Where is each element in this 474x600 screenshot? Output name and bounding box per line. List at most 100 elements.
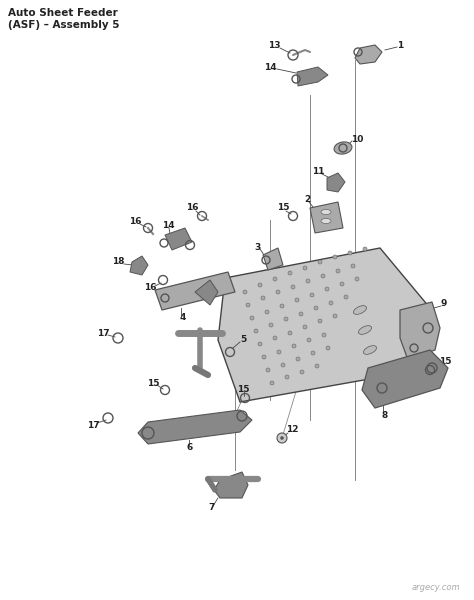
Text: 9: 9 xyxy=(441,298,447,307)
Polygon shape xyxy=(138,410,252,444)
Polygon shape xyxy=(355,45,382,64)
Circle shape xyxy=(273,277,277,281)
Circle shape xyxy=(250,316,254,320)
Text: 2: 2 xyxy=(304,196,310,205)
Text: 1: 1 xyxy=(397,41,403,50)
Circle shape xyxy=(262,355,266,359)
Circle shape xyxy=(284,317,288,321)
Ellipse shape xyxy=(358,326,372,334)
Text: 17: 17 xyxy=(87,421,100,430)
Polygon shape xyxy=(155,272,235,310)
Polygon shape xyxy=(218,248,430,402)
Circle shape xyxy=(314,306,318,310)
Circle shape xyxy=(288,271,292,275)
Circle shape xyxy=(303,325,307,329)
Text: 15: 15 xyxy=(439,358,451,367)
Polygon shape xyxy=(214,472,248,498)
Circle shape xyxy=(318,319,322,323)
Circle shape xyxy=(296,357,300,361)
Circle shape xyxy=(310,293,314,297)
Text: argecy.com: argecy.com xyxy=(411,583,460,592)
Circle shape xyxy=(340,282,344,286)
Circle shape xyxy=(266,368,270,372)
Text: 16: 16 xyxy=(144,283,156,292)
Polygon shape xyxy=(362,350,448,408)
Polygon shape xyxy=(263,248,283,270)
Circle shape xyxy=(280,436,284,440)
Ellipse shape xyxy=(354,305,366,314)
Polygon shape xyxy=(400,302,440,360)
Text: 7: 7 xyxy=(209,503,215,512)
Circle shape xyxy=(292,344,296,348)
Polygon shape xyxy=(297,67,328,86)
Polygon shape xyxy=(130,256,148,275)
Circle shape xyxy=(273,336,277,340)
Text: 4: 4 xyxy=(180,313,186,322)
Text: Auto Sheet Feeder: Auto Sheet Feeder xyxy=(8,8,118,18)
Circle shape xyxy=(303,266,307,270)
Circle shape xyxy=(307,338,311,342)
Circle shape xyxy=(333,314,337,318)
Circle shape xyxy=(344,295,348,299)
Circle shape xyxy=(276,290,280,294)
Text: 16: 16 xyxy=(129,217,141,226)
Circle shape xyxy=(322,333,326,337)
Circle shape xyxy=(336,269,340,273)
Text: 10: 10 xyxy=(351,136,363,145)
Polygon shape xyxy=(195,280,218,305)
Text: 15: 15 xyxy=(277,203,289,212)
Circle shape xyxy=(351,264,355,268)
Ellipse shape xyxy=(334,142,352,154)
Circle shape xyxy=(261,296,265,300)
Text: 16: 16 xyxy=(186,203,198,212)
Circle shape xyxy=(348,251,352,255)
Circle shape xyxy=(333,255,337,259)
Circle shape xyxy=(258,283,262,287)
Circle shape xyxy=(363,247,367,251)
Circle shape xyxy=(321,274,325,278)
Ellipse shape xyxy=(321,209,331,214)
Circle shape xyxy=(325,287,329,291)
Circle shape xyxy=(258,342,262,346)
Circle shape xyxy=(326,346,330,350)
Circle shape xyxy=(285,375,289,379)
Circle shape xyxy=(300,370,304,374)
Text: 15: 15 xyxy=(147,379,159,388)
Circle shape xyxy=(311,351,315,355)
Circle shape xyxy=(355,277,359,281)
Text: 13: 13 xyxy=(268,41,280,50)
Circle shape xyxy=(280,304,284,308)
Circle shape xyxy=(270,381,274,385)
Text: 3: 3 xyxy=(255,242,261,251)
Circle shape xyxy=(277,433,287,443)
Circle shape xyxy=(254,329,258,333)
Circle shape xyxy=(306,279,310,283)
Circle shape xyxy=(318,260,322,264)
Text: 18: 18 xyxy=(112,257,124,266)
Polygon shape xyxy=(165,228,192,250)
Circle shape xyxy=(291,285,295,289)
Circle shape xyxy=(246,303,250,307)
Circle shape xyxy=(277,350,281,354)
Text: 17: 17 xyxy=(97,329,109,337)
Text: 15: 15 xyxy=(237,385,249,394)
Text: 16: 16 xyxy=(172,232,184,241)
Text: 12: 12 xyxy=(286,425,298,434)
Text: 8: 8 xyxy=(382,410,388,419)
Circle shape xyxy=(243,290,247,294)
Circle shape xyxy=(281,363,285,367)
Ellipse shape xyxy=(364,346,376,355)
Text: 14: 14 xyxy=(162,220,174,229)
Circle shape xyxy=(295,298,299,302)
Circle shape xyxy=(299,312,303,316)
Text: 14: 14 xyxy=(264,64,276,73)
Text: 11: 11 xyxy=(312,166,324,175)
Circle shape xyxy=(269,323,273,327)
Polygon shape xyxy=(327,173,345,192)
Circle shape xyxy=(265,310,269,314)
Text: 5: 5 xyxy=(240,335,246,344)
Ellipse shape xyxy=(321,218,331,223)
Polygon shape xyxy=(310,202,343,233)
Circle shape xyxy=(288,331,292,335)
Circle shape xyxy=(329,301,333,305)
